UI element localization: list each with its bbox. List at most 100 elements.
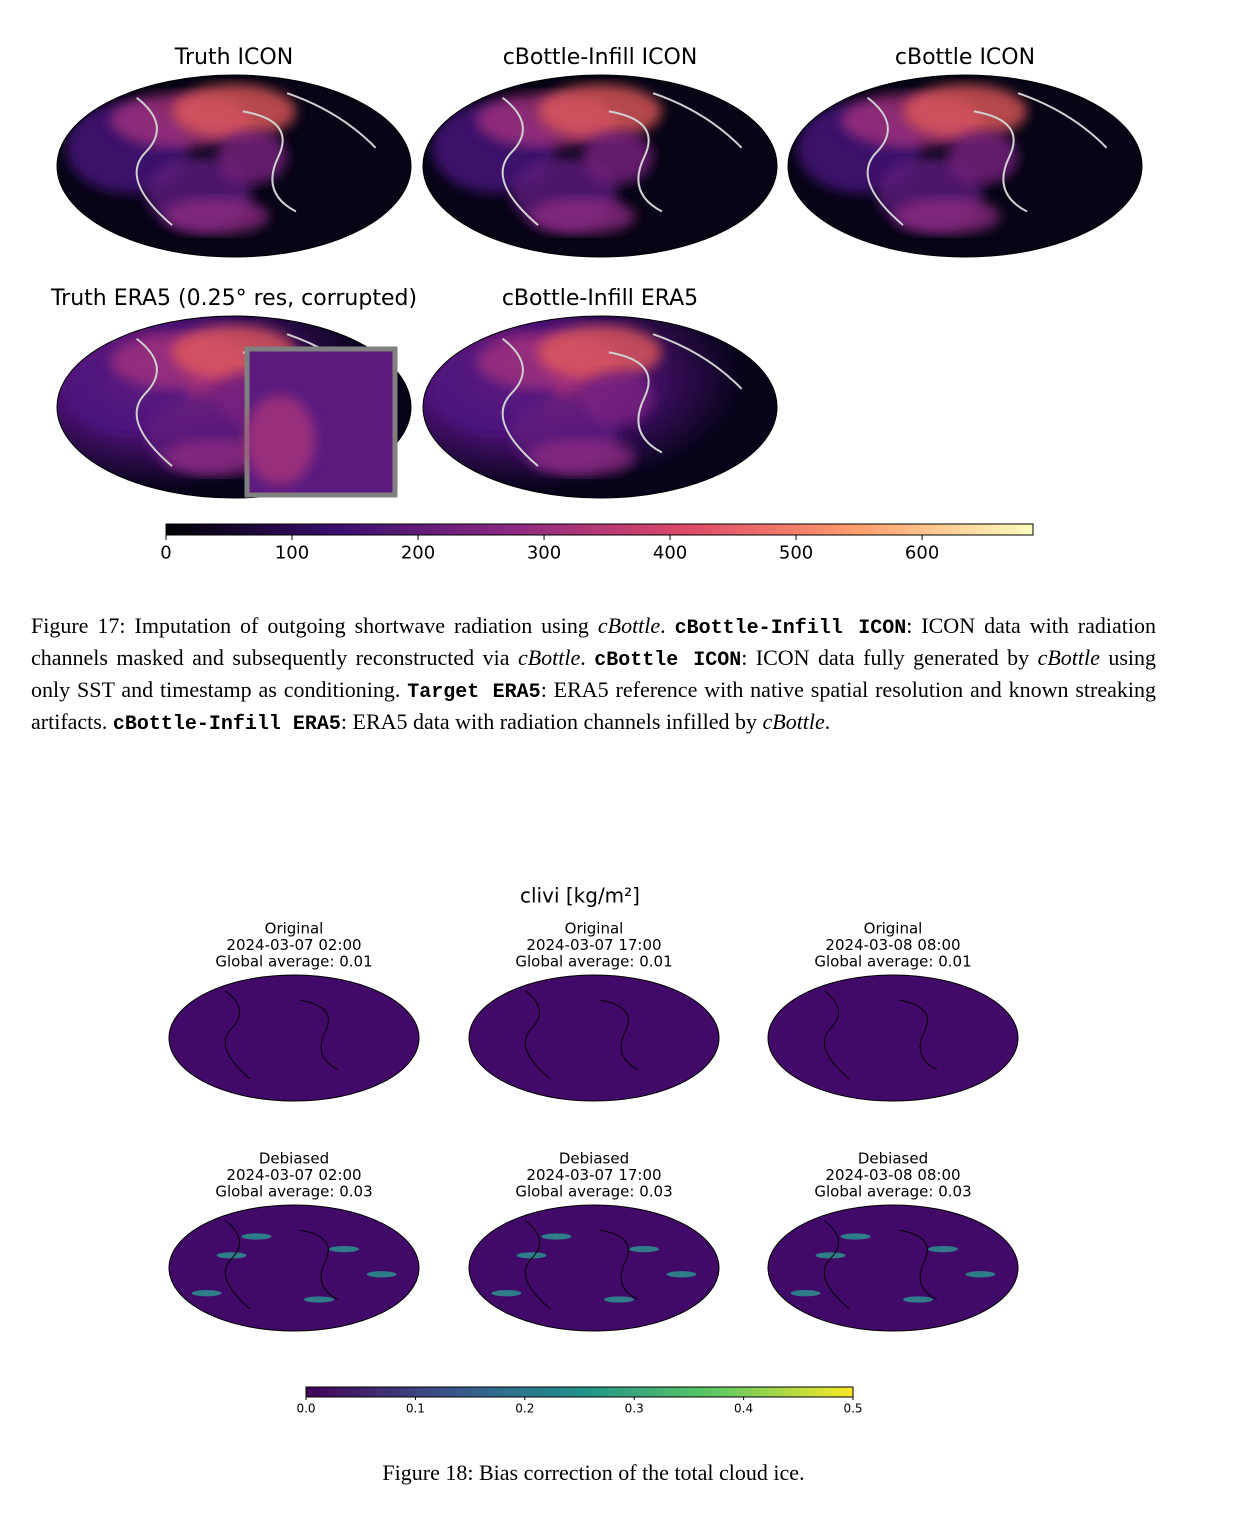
map-border — [767, 1204, 1019, 1332]
map-border — [422, 315, 778, 499]
map-cloud — [366, 1271, 397, 1278]
map-cloud — [216, 1252, 247, 1259]
caption-segment: . — [824, 709, 831, 734]
map-cloud — [790, 1290, 821, 1297]
colorbar — [165, 523, 1034, 536]
panel-title: 2024-03-07 02:00 — [226, 936, 361, 954]
colorbar — [305, 1386, 854, 1398]
map-cloud — [163, 197, 270, 235]
caption-segment: Target ERA5 — [407, 681, 541, 704]
map-cloud — [928, 1245, 958, 1253]
map-cloud — [329, 1245, 359, 1253]
panel-title: Global average: 0.01 — [515, 953, 672, 971]
caption-segment: cBottle — [517, 645, 581, 670]
map-cloud — [541, 1233, 572, 1240]
map-background — [768, 975, 1018, 1101]
caption-segment: cBottle — [1037, 645, 1100, 670]
caption-segment: cBottle-Infill ERA5 — [112, 713, 341, 736]
map — [169, 975, 419, 1101]
map-cloud — [191, 1290, 222, 1297]
map-background — [768, 1205, 1018, 1331]
panel-title: 2024-03-08 08:00 — [825, 936, 960, 954]
panel-title: 2024-03-07 17:00 — [526, 1166, 661, 1184]
colorbar-tick-label: 100 — [275, 543, 309, 564]
figure-title: clivi [kg/m²] — [520, 884, 640, 908]
panel-title: 2024-03-08 08:00 — [825, 1166, 960, 1184]
colorbar-tick-label: 600 — [905, 543, 939, 564]
map-cloud — [840, 1233, 871, 1240]
map-cloud — [216, 129, 288, 185]
coastline — [224, 990, 338, 1080]
map-border — [168, 1204, 420, 1332]
map-border — [56, 74, 412, 258]
map-cloud — [163, 438, 270, 476]
panel-title: Original — [565, 920, 624, 938]
colorbar-tick-label: 0.1 — [406, 1402, 425, 1416]
map-cloud — [529, 438, 636, 476]
coastline — [135, 92, 377, 226]
panel-title: Global average: 0.03 — [215, 1183, 372, 1201]
map — [423, 316, 777, 498]
map-cloud — [538, 84, 662, 139]
caption-segment: : ICON data fully generated by — [741, 645, 1038, 670]
map — [57, 75, 411, 257]
caption-segment: : ERA5 data with radiation channels infi… — [340, 709, 763, 734]
map-background — [169, 975, 419, 1101]
panel-title: Original — [265, 920, 324, 938]
map — [768, 1205, 1018, 1331]
colorbar-tick-label: 0.0 — [296, 1402, 315, 1416]
map-border — [168, 974, 420, 1102]
panel-title: 2024-03-07 02:00 — [226, 1166, 361, 1184]
map-cloud — [304, 1296, 334, 1303]
panel-title: Debiased — [858, 1150, 928, 1168]
coastline — [501, 92, 743, 226]
panel-title: 2024-03-07 17:00 — [526, 936, 661, 954]
colorbar-tick-label: 0.5 — [843, 1402, 862, 1416]
panel-title: Global average: 0.01 — [814, 953, 971, 971]
figure-17-caption: Figure 17: Imputation of outgoing shortw… — [31, 611, 1156, 739]
map-cloud — [172, 84, 296, 139]
map — [423, 75, 777, 257]
map-cloud — [241, 1233, 272, 1240]
caption-segment: using only SST and timestamp as conditio… — [31, 645, 1157, 702]
colorbar-tick-label: 300 — [527, 543, 561, 564]
colorbar-tick-label: 0 — [160, 543, 171, 564]
map — [469, 1205, 719, 1331]
panel-title: Truth ERA5 (0.25° res, corrupted) — [50, 286, 417, 311]
panel-title: Debiased — [559, 1150, 629, 1168]
map — [788, 75, 1142, 257]
panel-title: Global average: 0.03 — [515, 1183, 672, 1201]
coastline — [823, 990, 937, 1080]
map-cloud — [903, 1296, 933, 1303]
panel-title: Debiased — [259, 1150, 329, 1168]
map-cloud — [516, 1252, 547, 1259]
map-cloud — [529, 197, 636, 235]
caption-segment: cBottle ICON — [594, 649, 742, 672]
coastline — [823, 1220, 937, 1310]
caption-segment: . — [580, 645, 595, 670]
map-border — [767, 974, 1019, 1102]
panel-title: cBottle ICON — [895, 45, 1035, 70]
map-border — [468, 974, 720, 1102]
colorbar-tick-label: 0.3 — [625, 1402, 644, 1416]
colorbar-tick-label: 0.2 — [515, 1402, 534, 1416]
panel-title: Original — [864, 920, 923, 938]
map-cloud — [666, 1271, 697, 1278]
colorbar-tick-label: 500 — [779, 543, 813, 564]
map-border — [787, 74, 1143, 258]
panel-title: Global average: 0.01 — [215, 953, 372, 971]
map-background — [169, 1205, 419, 1331]
map — [169, 1205, 419, 1331]
coastline — [501, 333, 743, 467]
map-cloud — [491, 1290, 522, 1297]
coastline — [224, 1220, 338, 1310]
map-cloud — [604, 1296, 634, 1303]
caption-segment: Figure 17: Imputation of outgoing shortw… — [31, 613, 598, 638]
map-cloud — [903, 84, 1027, 139]
map-cloud — [582, 129, 654, 185]
panel-title: cBottle-Infill ICON — [503, 45, 698, 70]
caption-segment: cBottle — [597, 613, 661, 638]
panel-title: cBottle-Infill ERA5 — [502, 286, 698, 311]
